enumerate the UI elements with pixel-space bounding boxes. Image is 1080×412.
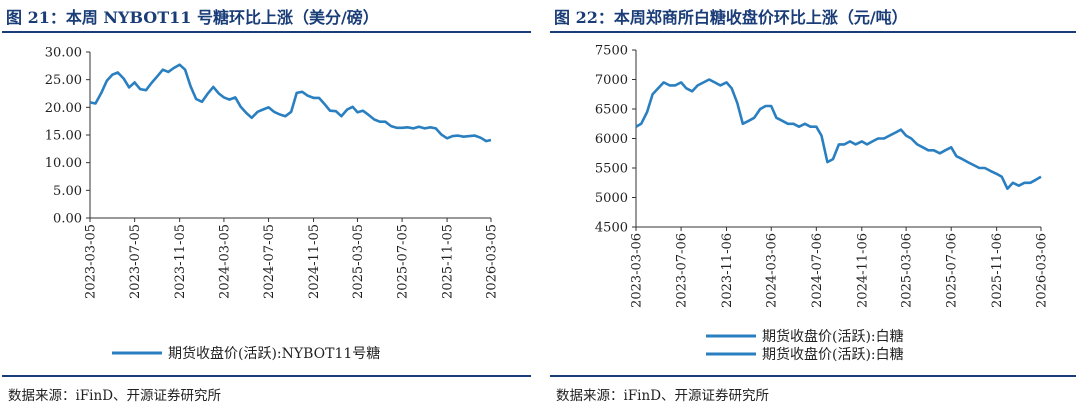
chart-panel-nybot11: 图 21：本周 NYBOT11 号糖环比上涨（美分/磅） 0.00 5.00 10.… <box>0 0 535 412</box>
x-tick-label: 2026-03-05 <box>485 224 500 299</box>
y-tick-label: 5000 <box>595 191 628 206</box>
x-tick-label: 2023-03-06 <box>630 233 645 308</box>
x-tick-label: 2025-03-05 <box>351 224 366 299</box>
x-tick-label: 2024-07-05 <box>262 224 277 299</box>
y-tick-label: 15.00 <box>45 129 82 144</box>
x-tick-label: 2025-11-05 <box>441 224 456 299</box>
footer-divider <box>550 375 1076 377</box>
x-tick-label: 2025-07-06 <box>945 233 960 308</box>
legend-label: 期货收盘价(活跃):白糖 <box>762 328 904 345</box>
x-tick-label: 2024-11-06 <box>855 233 870 308</box>
source-note: 数据来源：iFinD、开源证券研究所 <box>556 388 770 404</box>
y-tick-label: 7000 <box>595 73 628 88</box>
y-tick-label: 0.00 <box>53 212 82 227</box>
x-tick-label: 2023-11-06 <box>720 233 735 308</box>
y-tick-label: 6500 <box>595 103 628 118</box>
series-line <box>635 78 1042 190</box>
x-tick-label: 2025-11-06 <box>990 233 1005 308</box>
chart-title: 图 22：本周郑商所白糖收盘价环比上涨（元/吨） <box>554 8 908 27</box>
x-tick-label: 2024-11-05 <box>307 224 322 299</box>
line-chart-nybot11: 0.00 5.00 10.00 15.00 20.00 25.00 30.00 2023-03… <box>45 46 500 363</box>
title-divider <box>550 31 1076 33</box>
y-tick-label: 30.00 <box>45 46 82 61</box>
x-tick-label: 2024-07-06 <box>810 233 825 308</box>
x-tick-label: 2024-03-06 <box>765 233 780 308</box>
y-tick-label: 10.00 <box>45 156 82 171</box>
x-tick-label: 2025-03-06 <box>900 233 915 308</box>
y-tick-label: 5.00 <box>53 184 82 199</box>
footer-divider <box>2 375 531 377</box>
line-chart-czce-sugar: 4500 5000 5500 6000 6500 7000 7500 2023-03-06 20… <box>595 44 1050 364</box>
x-tick-label: 2023-03-05 <box>84 224 99 299</box>
x-tick-label: 2026-03-06 <box>1035 233 1050 308</box>
y-tick-label: 6000 <box>595 132 628 147</box>
y-tick-label: 5500 <box>595 162 628 177</box>
x-tick-label: 2023-07-06 <box>675 233 690 308</box>
y-tick-label: 25.00 <box>45 73 82 88</box>
title-divider <box>2 31 531 33</box>
x-tick-label: 2024-03-05 <box>217 224 232 299</box>
y-tick-label: 4500 <box>595 221 628 236</box>
x-tick-label: 2025-07-05 <box>396 224 411 299</box>
y-tick-label: 7500 <box>595 44 628 59</box>
chart-panel-czce-sugar: 图 22：本周郑商所白糖收盘价环比上涨（元/吨） 4500 5000 5500 600… <box>548 0 1080 412</box>
x-tick-label: 2023-07-05 <box>128 224 143 299</box>
series-line <box>89 63 492 143</box>
legend-label: 期货收盘价(活跃):白糖 <box>762 346 904 363</box>
x-tick-label: 2023-11-05 <box>173 224 188 299</box>
legend-label: 期货收盘价(活跃):NYBOT11号糖 <box>168 345 380 362</box>
y-tick-label: 20.00 <box>45 101 82 116</box>
chart-title: 图 21：本周 NYBOT11 号糖环比上涨（美分/磅） <box>6 8 379 27</box>
source-note: 数据来源：iFinD、开源证券研究所 <box>8 388 222 404</box>
